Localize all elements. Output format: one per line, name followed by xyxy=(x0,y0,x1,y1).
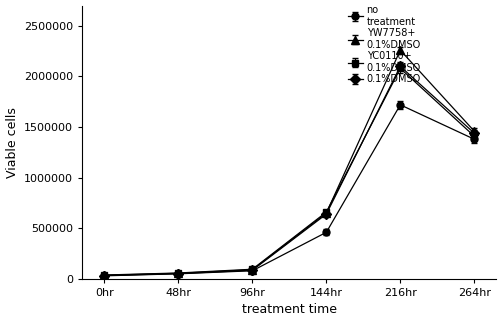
Y-axis label: Viable cells: Viable cells xyxy=(6,107,19,178)
Legend: no
treatment, YW7758+
0.1%DMSO, YC0110+
0.1%DMSO, 0.1%DMSO: no treatment, YW7758+ 0.1%DMSO, YC0110+ … xyxy=(347,5,420,84)
X-axis label: treatment time: treatment time xyxy=(241,303,336,317)
